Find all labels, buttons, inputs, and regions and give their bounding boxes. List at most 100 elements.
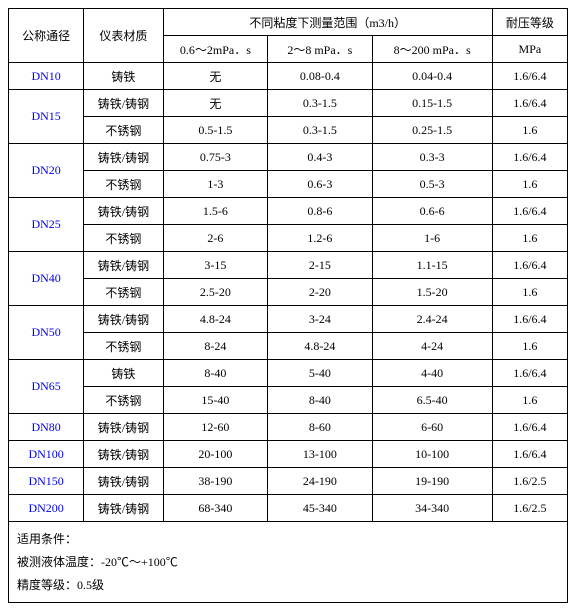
cell-mpa: 1.6/6.4 [492,360,567,387]
cell-v3: 0.3-3 [372,144,492,171]
cell-mpa: 1.6/6.4 [492,144,567,171]
cell-v1: 无 [163,63,267,90]
header-v2: 2～8 mPa．s [268,36,372,63]
cell-mpa: 1.6 [492,225,567,252]
table-row: 不锈钢8-244.8-244-241.6 [9,333,568,360]
cell-v1: 1-3 [163,171,267,198]
cell-v3: 6-60 [372,414,492,441]
table-row: 不锈钢0.5-1.50.3-1.50.25-1.51.6 [9,117,568,144]
cell-v2: 0.4-3 [268,144,372,171]
cell-v2: 0.08-0.4 [268,63,372,90]
cell-mpa: 1.6/6.4 [492,306,567,333]
cell-mpa: 1.6/6.4 [492,90,567,117]
cell-mpa: 1.6 [492,333,567,360]
cell-v3: 2.4-24 [372,306,492,333]
header-dn: 公称通径 [9,9,84,63]
cell-mpa: 1.6/2.5 [492,495,567,522]
cell-material: 铸铁/铸钢 [84,144,163,171]
cell-v1: 2-6 [163,225,267,252]
cell-dn: DN150 [9,468,84,495]
cell-material: 铸铁/铸钢 [84,252,163,279]
cell-dn: DN200 [9,495,84,522]
cell-v2: 5-40 [268,360,372,387]
cell-material: 不锈钢 [84,279,163,306]
cell-v2: 13-100 [268,441,372,468]
table-row: DN25铸铁/铸钢1.5-60.8-60.6-61.6/6.4 [9,198,568,225]
cell-dn: DN40 [9,252,84,306]
table-row: 不锈钢2-61.2-61-61.6 [9,225,568,252]
cell-v1: 0.75-3 [163,144,267,171]
footer-line-2: 被测液体温度：-20℃～+100℃ [17,551,559,574]
cell-v1: 38-190 [163,468,267,495]
cell-mpa: 1.6/6.4 [492,63,567,90]
cell-dn: DN25 [9,198,84,252]
cell-material: 铸铁/铸钢 [84,441,163,468]
cell-material: 铸铁/铸钢 [84,90,163,117]
cell-v3: 6.5-40 [372,387,492,414]
cell-v2: 2-20 [268,279,372,306]
cell-v3: 1-6 [372,225,492,252]
table-row: DN65铸铁8-405-404-401.6/6.4 [9,360,568,387]
cell-dn: DN100 [9,441,84,468]
cell-material: 铸铁/铸钢 [84,468,163,495]
cell-mpa: 1.6/6.4 [492,198,567,225]
table-row: DN80铸铁/铸钢12-608-606-601.6/6.4 [9,414,568,441]
table-row: DN40铸铁/铸钢3-152-151.1-151.6/6.4 [9,252,568,279]
table-row: DN150铸铁/铸钢38-19024-19019-1901.6/2.5 [9,468,568,495]
cell-v2: 3-24 [268,306,372,333]
table-footer: 适用条件： 被测液体温度：-20℃～+100℃ 精度等级：0.5级 [9,522,568,603]
cell-v3: 10-100 [372,441,492,468]
table-row: DN50铸铁/铸钢4.8-243-242.4-241.6/6.4 [9,306,568,333]
header-material: 仪表材质 [84,9,163,63]
cell-dn: DN20 [9,144,84,198]
footer-line-1: 适用条件： [17,528,559,551]
header-pressure-group: 耐压等级 [492,9,567,36]
cell-v2: 8-40 [268,387,372,414]
cell-material: 铸铁/铸钢 [84,414,163,441]
cell-material: 铸铁/铸钢 [84,306,163,333]
cell-v1: 8-40 [163,360,267,387]
cell-mpa: 1.6/6.4 [492,414,567,441]
cell-v2: 0.6-3 [268,171,372,198]
table-row: DN100铸铁/铸钢20-10013-10010-1001.6/6.4 [9,441,568,468]
cell-dn: DN65 [9,360,84,414]
cell-mpa: 1.6 [492,387,567,414]
cell-mpa: 1.6 [492,117,567,144]
table-row: DN200铸铁/铸钢68-34045-34034-3401.6/2.5 [9,495,568,522]
footer-line-3: 精度等级：0.5级 [17,574,559,597]
cell-v1: 3-15 [163,252,267,279]
table-row: 不锈钢15-408-406.5-401.6 [9,387,568,414]
cell-v3: 4-40 [372,360,492,387]
table-body: DN10铸铁无0.08-0.40.04-0.41.6/6.4DN15铸铁/铸钢无… [9,63,568,522]
cell-v2: 24-190 [268,468,372,495]
cell-v2: 4.8-24 [268,333,372,360]
cell-mpa: 1.6 [492,279,567,306]
cell-mpa: 1.6/2.5 [492,468,567,495]
header-pressure-unit: MPa [492,36,567,63]
cell-v2: 0.3-1.5 [268,90,372,117]
cell-dn: DN50 [9,306,84,360]
cell-v1: 8-24 [163,333,267,360]
header-v1: 0.6～2mPa．s [163,36,267,63]
table-row: 不锈钢1-30.6-30.5-31.6 [9,171,568,198]
cell-v1: 无 [163,90,267,117]
cell-material: 不锈钢 [84,225,163,252]
cell-v1: 4.8-24 [163,306,267,333]
cell-mpa: 1.6 [492,171,567,198]
cell-dn: DN80 [9,414,84,441]
cell-dn: DN10 [9,63,84,90]
cell-v3: 0.25-1.5 [372,117,492,144]
cell-v1: 2.5-20 [163,279,267,306]
cell-material: 不锈钢 [84,171,163,198]
cell-v2: 2-15 [268,252,372,279]
cell-v1: 20-100 [163,441,267,468]
cell-material: 铸铁 [84,63,163,90]
table-row: DN20铸铁/铸钢0.75-30.4-30.3-31.6/6.4 [9,144,568,171]
cell-v2: 1.2-6 [268,225,372,252]
cell-mpa: 1.6/6.4 [492,441,567,468]
cell-v1: 68-340 [163,495,267,522]
cell-v2: 0.3-1.5 [268,117,372,144]
cell-material: 不锈钢 [84,333,163,360]
cell-v1: 0.5-1.5 [163,117,267,144]
cell-v1: 12-60 [163,414,267,441]
